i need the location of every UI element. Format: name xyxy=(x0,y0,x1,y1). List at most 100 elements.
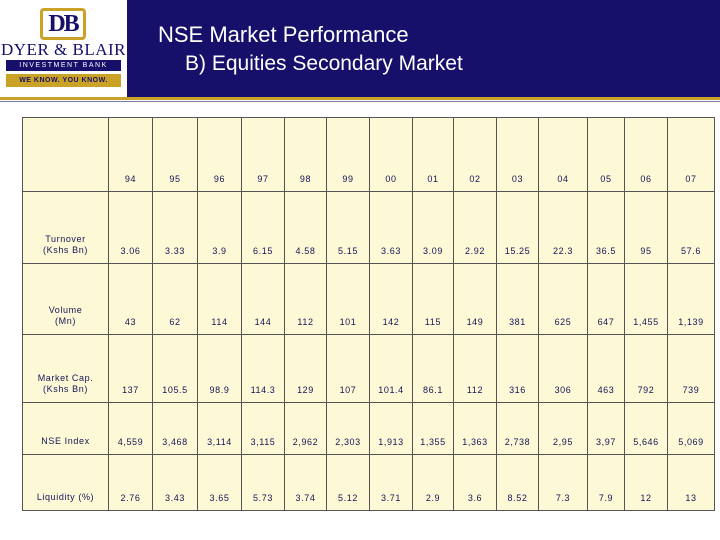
year-header-cell: 07 xyxy=(667,117,715,192)
performance-table-container: 94 95 96 97 98 99 00 01 02 03 04 05 06 07 Turnover (Ksh… xyxy=(22,117,715,511)
value-cell: 5,646 xyxy=(624,402,668,455)
value-cell: 5,069 xyxy=(667,402,715,455)
value-cell: 2.92 xyxy=(453,191,497,264)
year-header-cell: 01 xyxy=(412,117,454,192)
value-cell: 3.33 xyxy=(152,191,198,264)
year-header-cell: 98 xyxy=(284,117,327,192)
value-cell: 2.76 xyxy=(108,454,153,511)
row-label-line1: Volume xyxy=(48,305,83,315)
company-logo: DB DYER & BLAIR INVESTMENT BANK WE KNOW.… xyxy=(0,0,127,97)
value-cell: 3,115 xyxy=(241,402,285,455)
value-cell: 316 xyxy=(496,334,539,403)
row-label-line2: (Mn) xyxy=(55,316,76,326)
year-header-cell: 04 xyxy=(538,117,588,192)
value-cell: 3.9 xyxy=(197,191,242,264)
value-cell: 98.9 xyxy=(197,334,242,403)
performance-table: 94 95 96 97 98 99 00 01 02 03 04 05 06 07 Turnover (Ksh… xyxy=(22,117,715,511)
value-cell: 7.9 xyxy=(587,454,625,511)
value-cell: 3,114 xyxy=(197,402,242,455)
value-cell: 2,738 xyxy=(496,402,539,455)
row-label-line2: (Kshs Bn) xyxy=(43,384,88,394)
value-cell: 114 xyxy=(197,263,242,335)
value-cell: 3.09 xyxy=(412,191,454,264)
logo-mark-icon: DB xyxy=(40,8,86,40)
value-cell: 1,913 xyxy=(369,402,413,455)
row-label-line1: Market Cap. xyxy=(37,373,94,383)
value-cell: 3,97 xyxy=(587,402,625,455)
value-cell: 1,363 xyxy=(453,402,497,455)
year-header-cell: 05 xyxy=(587,117,625,192)
table-row: NSE Index 4,559 3,468 3,114 3,115 2,962 2,303 1… xyxy=(22,402,715,455)
logo-tagline: WE KNOW. YOU KNOW. xyxy=(6,74,121,87)
value-cell: 2.9 xyxy=(412,454,454,511)
slide-subtitle: B) Equities Secondary Market xyxy=(185,52,463,75)
row-label-cell: Turnover (Kshs Bn) xyxy=(22,191,109,264)
year-header-cell: 02 xyxy=(453,117,497,192)
value-cell: 3.63 xyxy=(369,191,413,264)
value-cell: 114.3 xyxy=(241,334,285,403)
value-cell: 3.65 xyxy=(197,454,242,511)
year-header-cell: 97 xyxy=(241,117,285,192)
value-cell: 647 xyxy=(587,263,625,335)
value-cell: 101.4 xyxy=(369,334,413,403)
table-row: Market Cap. (Kshs Bn) 137 105.5 98.9 114.3 129… xyxy=(22,334,715,403)
value-cell: 2,303 xyxy=(326,402,370,455)
row-label-line1: Turnover xyxy=(45,234,86,244)
value-cell: 1,355 xyxy=(412,402,454,455)
year-header-cell: 99 xyxy=(326,117,370,192)
value-cell: 8.52 xyxy=(496,454,539,511)
value-cell: 43 xyxy=(108,263,153,335)
value-cell: 2,962 xyxy=(284,402,327,455)
value-cell: 5.15 xyxy=(326,191,370,264)
row-label-cell: NSE Index xyxy=(22,402,109,455)
row-label-cell: Liquidity (%) xyxy=(22,454,109,511)
row-label-line1: Liquidity (%) xyxy=(36,492,95,502)
row-label-cell: Volume (Mn) xyxy=(22,263,109,335)
value-cell: 5.73 xyxy=(241,454,285,511)
year-header-row: 94 95 96 97 98 99 00 01 02 03 04 05 06 07 xyxy=(22,117,715,192)
header-banner: DB DYER & BLAIR INVESTMENT BANK WE KNOW.… xyxy=(0,0,720,97)
row-label-line2: (Kshs Bn) xyxy=(43,245,88,255)
value-cell: 3.6 xyxy=(453,454,497,511)
value-cell: 101 xyxy=(326,263,370,335)
value-cell: 6.15 xyxy=(241,191,285,264)
value-cell: 137 xyxy=(108,334,153,403)
value-cell: 105.5 xyxy=(152,334,198,403)
value-cell: 625 xyxy=(538,263,588,335)
value-cell: 149 xyxy=(453,263,497,335)
row-label-line1: NSE Index xyxy=(41,436,90,446)
year-header-cell: 00 xyxy=(369,117,413,192)
value-cell: 112 xyxy=(284,263,327,335)
value-cell: 3.71 xyxy=(369,454,413,511)
year-header-cell: 95 xyxy=(152,117,198,192)
logo-subtitle: INVESTMENT BANK xyxy=(6,60,121,71)
corner-cell xyxy=(22,117,109,192)
value-cell: 36.5 xyxy=(587,191,625,264)
year-header-cell: 06 xyxy=(624,117,668,192)
logo-name: DYER & BLAIR xyxy=(1,40,126,59)
table-row: Liquidity (%) 2.76 3.43 3.65 5.73 3.74 5.12 3.7… xyxy=(22,454,715,511)
value-cell: 463 xyxy=(587,334,625,403)
value-cell: 144 xyxy=(241,263,285,335)
header-divider-thin xyxy=(0,101,720,102)
value-cell: 129 xyxy=(284,334,327,403)
value-cell: 13 xyxy=(667,454,715,511)
value-cell: 86.1 xyxy=(412,334,454,403)
value-cell: 792 xyxy=(624,334,668,403)
value-cell: 62 xyxy=(152,263,198,335)
value-cell: 115 xyxy=(412,263,454,335)
header-divider xyxy=(0,97,720,100)
row-label-cell: Market Cap. (Kshs Bn) xyxy=(22,334,109,403)
value-cell: 7.3 xyxy=(538,454,588,511)
value-cell: 3.43 xyxy=(152,454,198,511)
value-cell: 3,468 xyxy=(152,402,198,455)
value-cell: 57.6 xyxy=(667,191,715,264)
value-cell: 306 xyxy=(538,334,588,403)
value-cell: 107 xyxy=(326,334,370,403)
value-cell: 1,455 xyxy=(624,263,668,335)
value-cell: 112 xyxy=(453,334,497,403)
table-row: Turnover (Kshs Bn) 3.06 3.33 3.9 6.15 4.58 5.15… xyxy=(22,191,715,264)
year-header-cell: 03 xyxy=(496,117,539,192)
value-cell: 2,95 xyxy=(538,402,588,455)
value-cell: 12 xyxy=(624,454,668,511)
